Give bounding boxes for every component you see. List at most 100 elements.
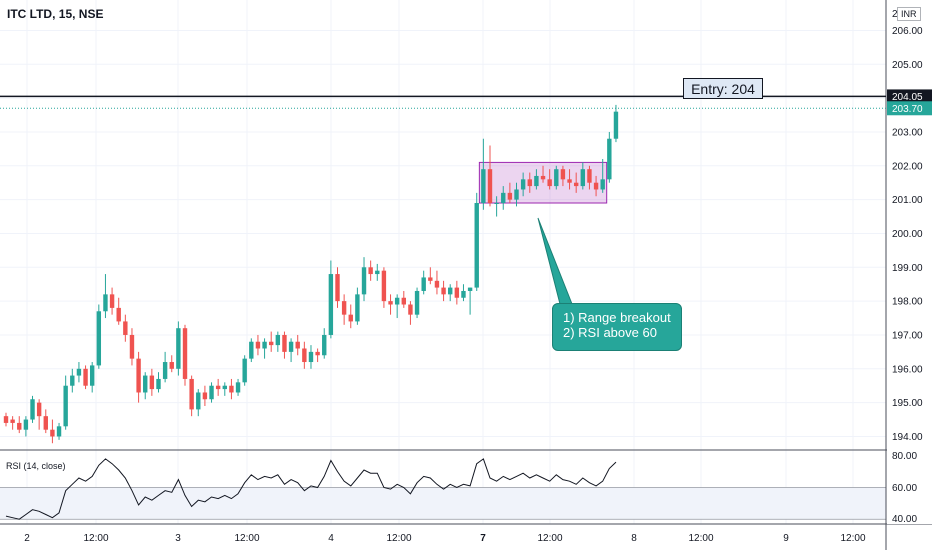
candle-body bbox=[501, 192, 506, 204]
candle-body bbox=[282, 334, 287, 352]
candle-body bbox=[613, 111, 619, 139]
candle-body bbox=[70, 375, 75, 386]
price-axis bbox=[887, 0, 932, 524]
candle-body bbox=[249, 341, 254, 359]
candle-body bbox=[308, 351, 314, 363]
time-axis-label: 7 bbox=[480, 533, 486, 544]
price-axis-label: 200.00 bbox=[892, 229, 923, 240]
candle-body bbox=[368, 267, 373, 275]
candle-body bbox=[36, 402, 42, 417]
rsi-axis-label: 40.00 bbox=[892, 514, 917, 525]
candle-body bbox=[143, 375, 148, 393]
candle-body bbox=[554, 169, 559, 187]
price-axis-label: 197.00 bbox=[892, 330, 923, 341]
candle-body bbox=[593, 182, 599, 190]
candle-body bbox=[215, 385, 221, 390]
candle-body bbox=[414, 290, 420, 315]
candle-body bbox=[10, 419, 15, 423]
last-price-tag bbox=[887, 101, 932, 116]
time-axis-label: 12:00 bbox=[83, 533, 108, 544]
candle-body bbox=[580, 169, 586, 187]
callout-pointer bbox=[537, 217, 573, 305]
candle-body bbox=[17, 422, 22, 430]
last-price-tag-label: 203.70 bbox=[892, 104, 923, 115]
candle-body bbox=[514, 189, 519, 200]
time-axis-label: 3 bbox=[175, 533, 181, 544]
candle-body bbox=[375, 270, 380, 275]
candle-body bbox=[381, 270, 387, 302]
candle-body bbox=[587, 169, 592, 183]
candle-body bbox=[23, 419, 29, 430]
candle-body bbox=[242, 358, 247, 383]
entry-price-tag bbox=[887, 89, 932, 104]
breakout-callout[interactable]: 1) Range breakout 2) RSI above 60 bbox=[552, 303, 682, 351]
candle-body bbox=[109, 294, 115, 308]
candle-body bbox=[169, 362, 174, 369]
candle-body bbox=[235, 382, 241, 393]
candle-body bbox=[361, 267, 367, 295]
candle-body bbox=[467, 287, 473, 291]
rsi-band bbox=[0, 487, 886, 520]
candle-body bbox=[547, 179, 552, 187]
candle-body bbox=[454, 287, 460, 298]
candle-body bbox=[441, 287, 446, 295]
candle-body bbox=[421, 277, 426, 291]
candle-body bbox=[56, 426, 62, 437]
time-axis-label: 12:00 bbox=[840, 533, 865, 544]
symbol-title: ITC LTD, 15, NSE bbox=[7, 7, 104, 21]
callout-line-2: 2) RSI above 60 bbox=[563, 325, 657, 340]
rsi-axis-label: 80.00 bbox=[892, 451, 917, 462]
candle-body bbox=[302, 348, 307, 363]
candle-body bbox=[209, 385, 214, 400]
candle-body bbox=[481, 169, 486, 204]
price-axis-label: 198.00 bbox=[892, 297, 923, 308]
candle-body bbox=[149, 375, 155, 390]
candle-body bbox=[229, 385, 234, 393]
rsi-axis-label: 60.00 bbox=[892, 483, 917, 494]
candle-body bbox=[222, 385, 227, 390]
candle-body bbox=[428, 277, 433, 281]
candle-body bbox=[567, 179, 572, 183]
rsi-line bbox=[5, 458, 617, 520]
candle-body bbox=[189, 378, 194, 410]
time-axis-label: 12:00 bbox=[234, 533, 259, 544]
price-axis-label: 196.00 bbox=[892, 364, 923, 375]
candle-body bbox=[394, 297, 400, 305]
candle-body bbox=[461, 290, 466, 298]
time-axis-label: 12:00 bbox=[386, 533, 411, 544]
candle-body bbox=[123, 321, 128, 335]
price-axis-label: 203.00 bbox=[892, 127, 923, 138]
price-axis-label: 195.00 bbox=[892, 398, 923, 409]
candle-body bbox=[162, 362, 168, 379]
rsi-label: RSI (14, close) bbox=[6, 461, 66, 471]
callout-line-1: 1) Range breakout bbox=[563, 310, 671, 325]
time-axis-label: 12:00 bbox=[688, 533, 713, 544]
candle-body bbox=[103, 294, 108, 312]
candle-body bbox=[295, 341, 300, 349]
price-axis-top-partial: 2 bbox=[892, 9, 898, 20]
candle-body bbox=[63, 385, 68, 427]
time-axis-label: 8 bbox=[631, 533, 637, 544]
entry-annotation[interactable]: Entry: 204 bbox=[683, 78, 763, 99]
price-axis-label: 201.00 bbox=[892, 195, 923, 206]
candle-body bbox=[534, 175, 539, 187]
candle-body bbox=[43, 416, 48, 430]
candle-body bbox=[434, 280, 440, 288]
candle-body bbox=[50, 429, 55, 437]
candle-body bbox=[196, 392, 201, 410]
candle-body bbox=[328, 274, 334, 335]
candle-body bbox=[341, 301, 347, 315]
candle-body bbox=[315, 351, 320, 356]
candle-body bbox=[408, 304, 413, 315]
currency-button[interactable]: INR bbox=[897, 7, 921, 21]
candle-body bbox=[255, 341, 261, 349]
candle-body bbox=[76, 368, 82, 376]
candle-body bbox=[322, 334, 327, 356]
candle-body bbox=[348, 314, 353, 322]
time-axis-label: 4 bbox=[328, 533, 334, 544]
candle-body bbox=[202, 392, 208, 400]
time-axis-label: 2 bbox=[24, 533, 30, 544]
candle-body bbox=[448, 287, 453, 295]
candle-body bbox=[474, 203, 479, 288]
